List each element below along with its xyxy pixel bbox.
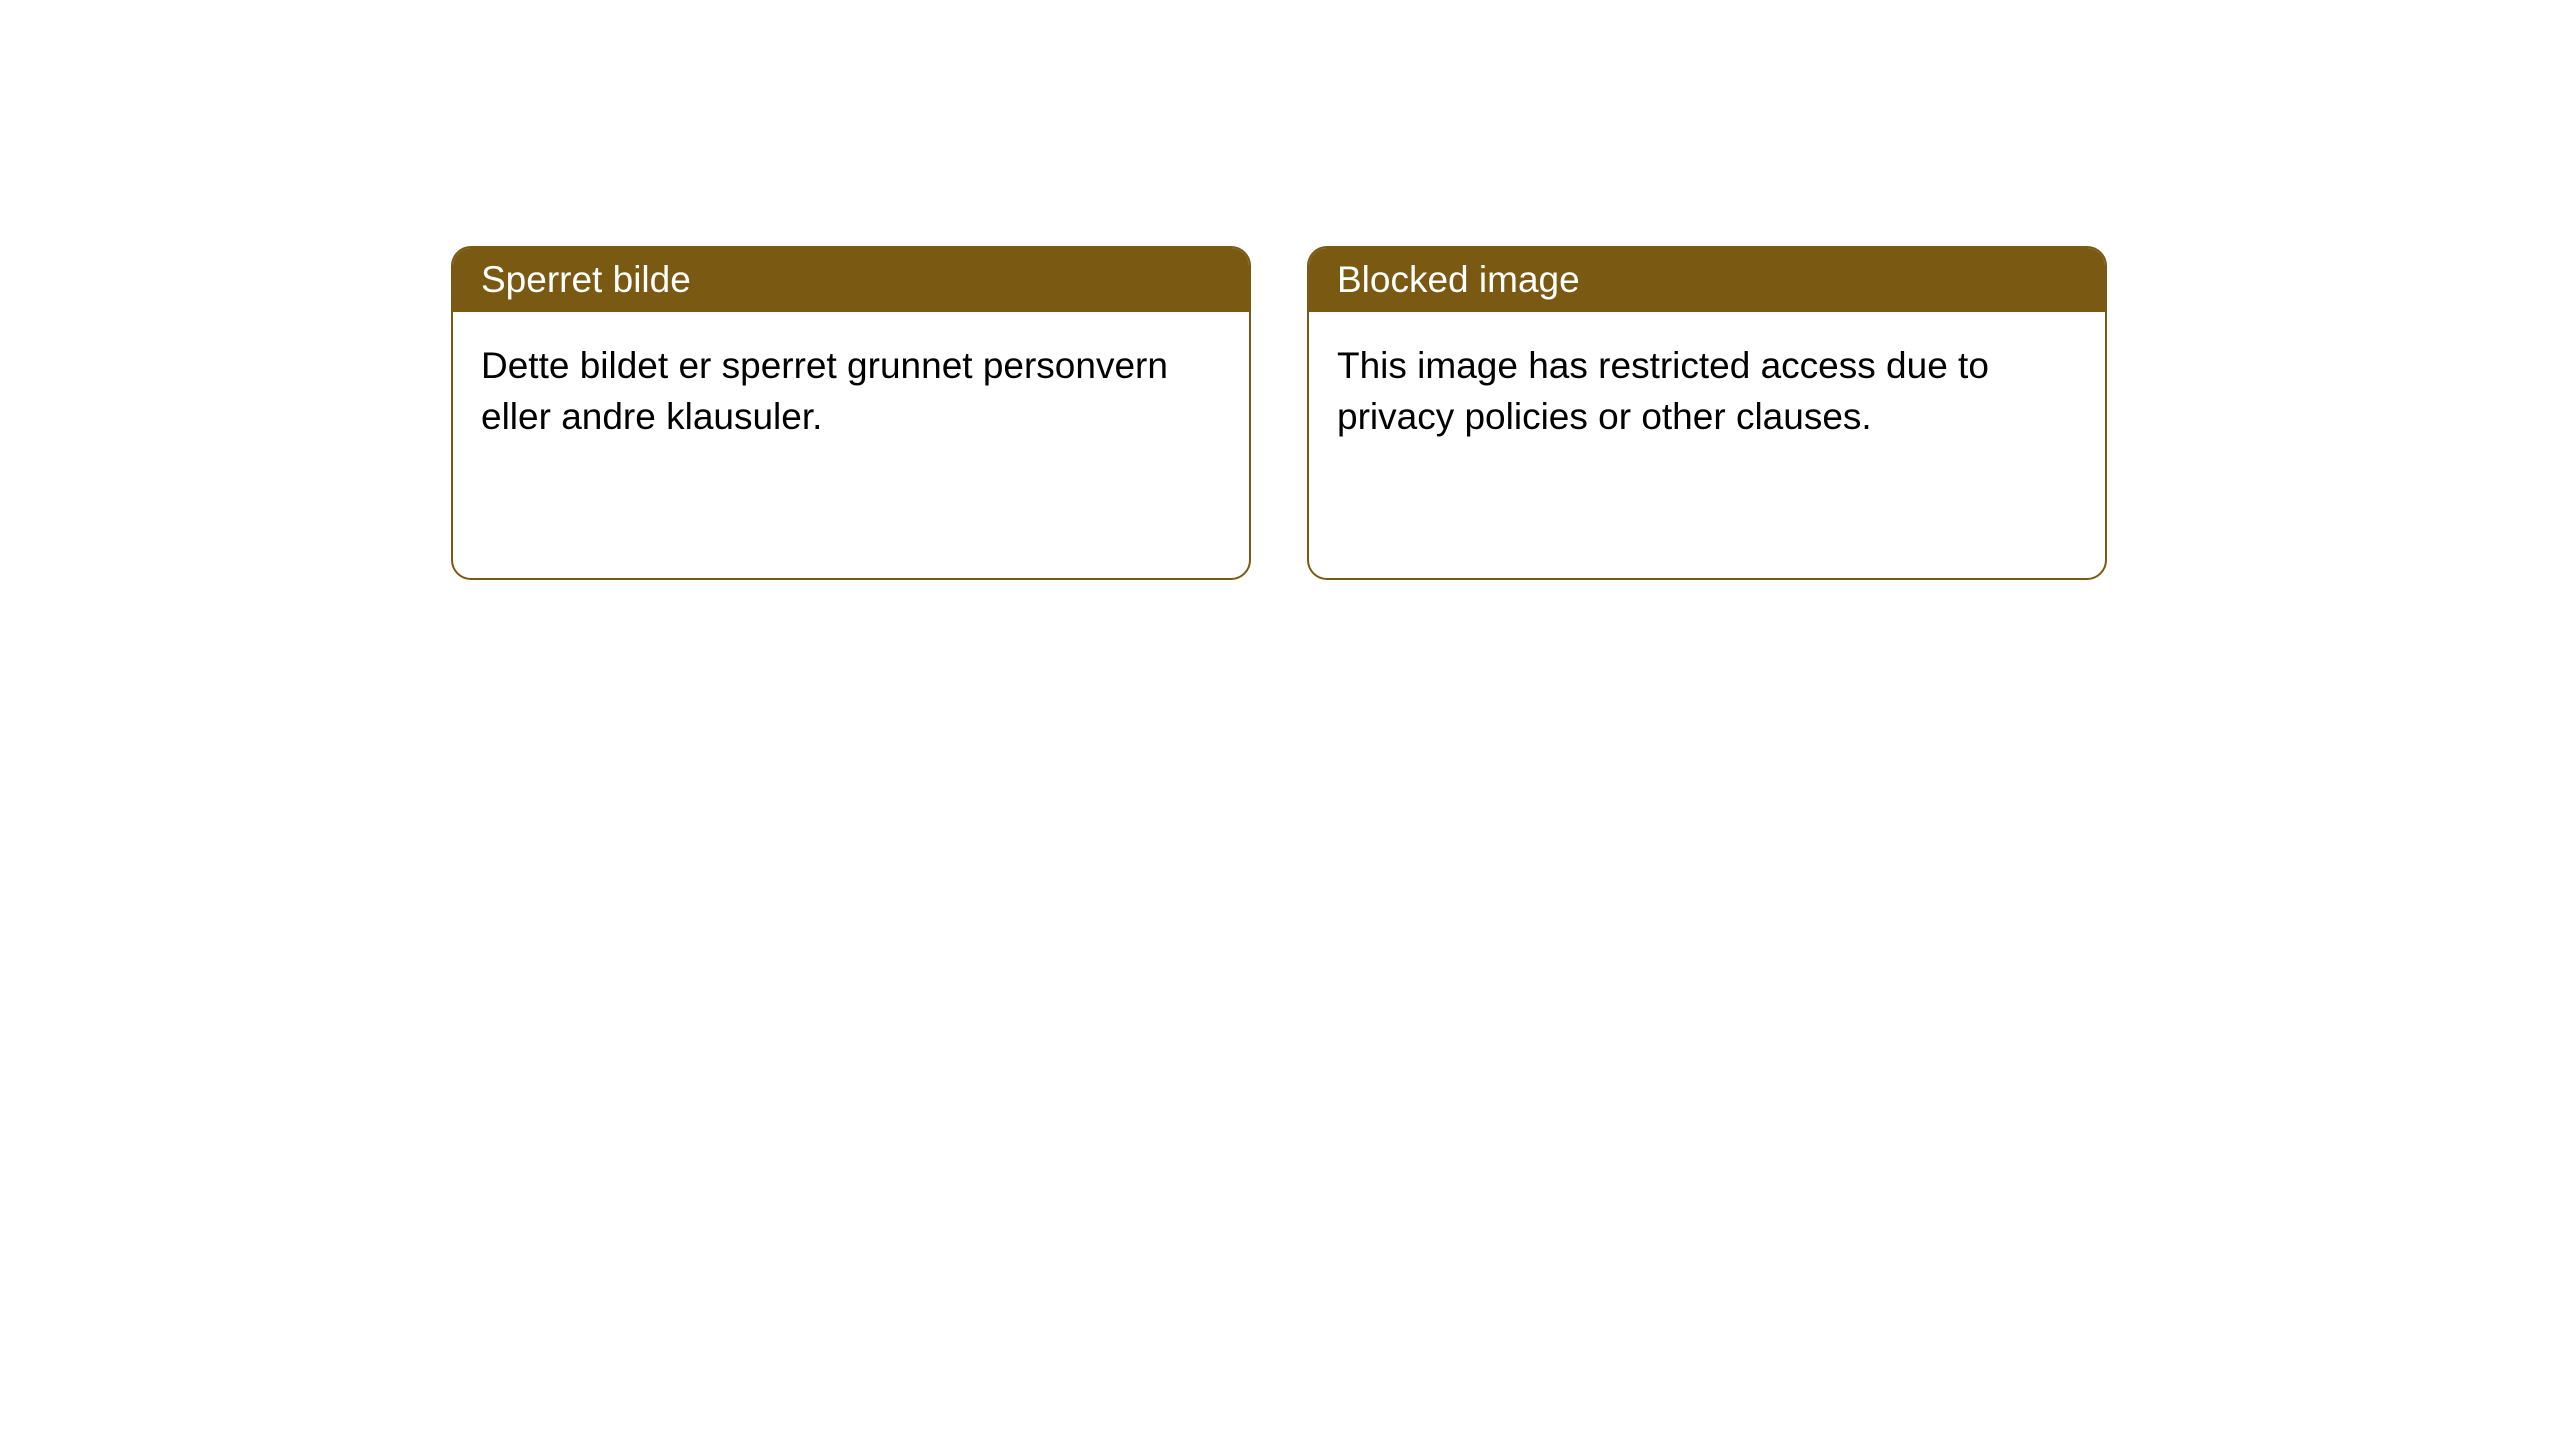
notice-body: This image has restricted access due to … (1309, 312, 2105, 470)
notice-title: Blocked image (1309, 248, 2105, 312)
notice-card-english: Blocked image This image has restricted … (1307, 246, 2107, 580)
notice-body: Dette bildet er sperret grunnet personve… (453, 312, 1249, 470)
notice-card-norwegian: Sperret bilde Dette bildet er sperret gr… (451, 246, 1251, 580)
notice-title: Sperret bilde (453, 248, 1249, 312)
notice-container: Sperret bilde Dette bildet er sperret gr… (451, 246, 2107, 580)
